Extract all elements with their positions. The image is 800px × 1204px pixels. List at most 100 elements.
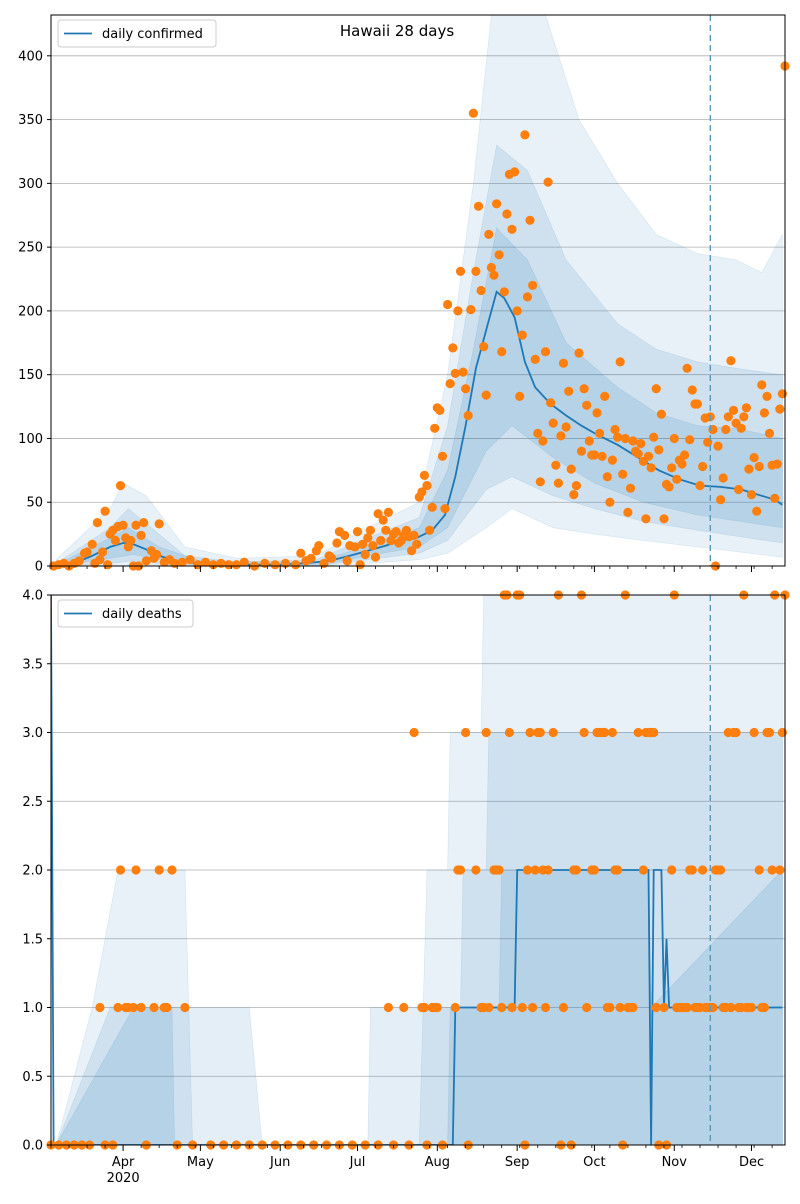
data-point — [82, 547, 92, 557]
data-point — [682, 363, 692, 373]
data-point — [332, 538, 342, 548]
data-point — [417, 487, 427, 497]
data-point — [368, 541, 378, 551]
data-point — [185, 555, 195, 565]
data-point — [136, 530, 146, 541]
data-point — [484, 1002, 494, 1013]
data-point — [216, 558, 226, 569]
data-point — [180, 1002, 190, 1013]
chart-panel-1: 0 50 100 150 200 250 300 350 400 daily confirmed H… — [18, 14, 790, 575]
legend-label: daily confirmed — [102, 27, 203, 42]
data-point — [342, 556, 352, 566]
data-point — [358, 539, 368, 549]
data-point — [754, 865, 764, 875]
data-point — [412, 539, 422, 549]
y-tick-label: 100 — [18, 432, 43, 447]
data-point — [584, 436, 594, 446]
data-point — [752, 506, 762, 516]
data-point — [698, 461, 708, 472]
data-point — [522, 292, 533, 302]
data-point — [538, 436, 548, 446]
data-point — [74, 556, 84, 566]
y-tick-label: 0.5 — [22, 1070, 43, 1085]
data-point — [721, 424, 731, 435]
data-point — [383, 1002, 393, 1013]
legend-box — [57, 599, 194, 628]
data-point — [509, 167, 520, 177]
data-point — [651, 384, 661, 394]
data-point — [695, 481, 705, 491]
data-point — [455, 865, 466, 875]
data-point — [731, 727, 741, 738]
data-point — [139, 518, 149, 528]
data-point — [775, 865, 785, 875]
plot-area — [55, 15, 783, 566]
series-line-daily-deaths — [51, 595, 783, 1145]
data-point — [546, 398, 556, 408]
data-point — [746, 1002, 757, 1013]
data-point — [685, 435, 695, 445]
data-point — [607, 727, 618, 738]
data-point — [607, 455, 618, 465]
data-point — [492, 199, 502, 209]
data-point — [118, 520, 128, 530]
data-point — [461, 727, 471, 738]
y-tick-label: 3.0 — [22, 726, 43, 741]
data-point — [208, 560, 218, 570]
data-point — [87, 539, 97, 549]
data-point — [548, 727, 558, 738]
data-point — [530, 865, 540, 875]
data-point — [352, 527, 363, 537]
data-point — [525, 727, 535, 738]
data-point — [718, 473, 728, 483]
data-point — [767, 865, 777, 875]
data-point — [579, 727, 589, 738]
data-point — [450, 368, 460, 378]
data-point — [533, 428, 543, 438]
data-point — [618, 469, 628, 479]
data-point — [327, 553, 337, 563]
data-point — [381, 525, 391, 535]
data-point — [136, 1002, 146, 1013]
data-point — [605, 1002, 615, 1013]
data-point — [528, 280, 538, 290]
axes-frame — [50, 14, 786, 567]
legend-label: daily deaths — [102, 607, 182, 622]
data-point — [597, 451, 607, 461]
data-point — [651, 1002, 661, 1013]
data-point — [103, 560, 113, 570]
data-point — [687, 385, 697, 395]
x-tick-label: Dec — [739, 1155, 764, 1170]
data-point — [504, 727, 514, 738]
data-point — [643, 451, 654, 461]
data-point — [154, 865, 164, 875]
data-point — [610, 424, 620, 435]
data-point — [419, 1002, 429, 1013]
data-point — [319, 558, 329, 569]
data-point — [641, 514, 651, 524]
data-point — [649, 727, 659, 738]
x-tick-year-label: 2020 — [107, 1171, 140, 1186]
data-point — [623, 507, 633, 517]
data-point — [461, 384, 471, 394]
y-tick-label: 150 — [18, 368, 43, 383]
data-point — [471, 266, 481, 276]
data-point — [625, 483, 636, 493]
data-point — [723, 412, 733, 422]
x-tick-label: Sep — [505, 1155, 530, 1170]
data-point — [620, 433, 630, 444]
data-point — [110, 535, 120, 546]
data-point — [613, 865, 623, 875]
y-tick-label: 200 — [18, 304, 43, 319]
data-point — [170, 558, 180, 569]
data-point — [131, 865, 141, 875]
x-tick-label: Apr — [112, 1155, 135, 1170]
data-point — [260, 558, 270, 569]
data-point — [566, 464, 576, 474]
data-point — [484, 229, 494, 239]
data-point — [646, 463, 656, 473]
data-point — [628, 436, 638, 446]
y-tick-label: 50 — [26, 496, 43, 511]
data-point — [489, 270, 499, 280]
data-point — [200, 557, 211, 567]
